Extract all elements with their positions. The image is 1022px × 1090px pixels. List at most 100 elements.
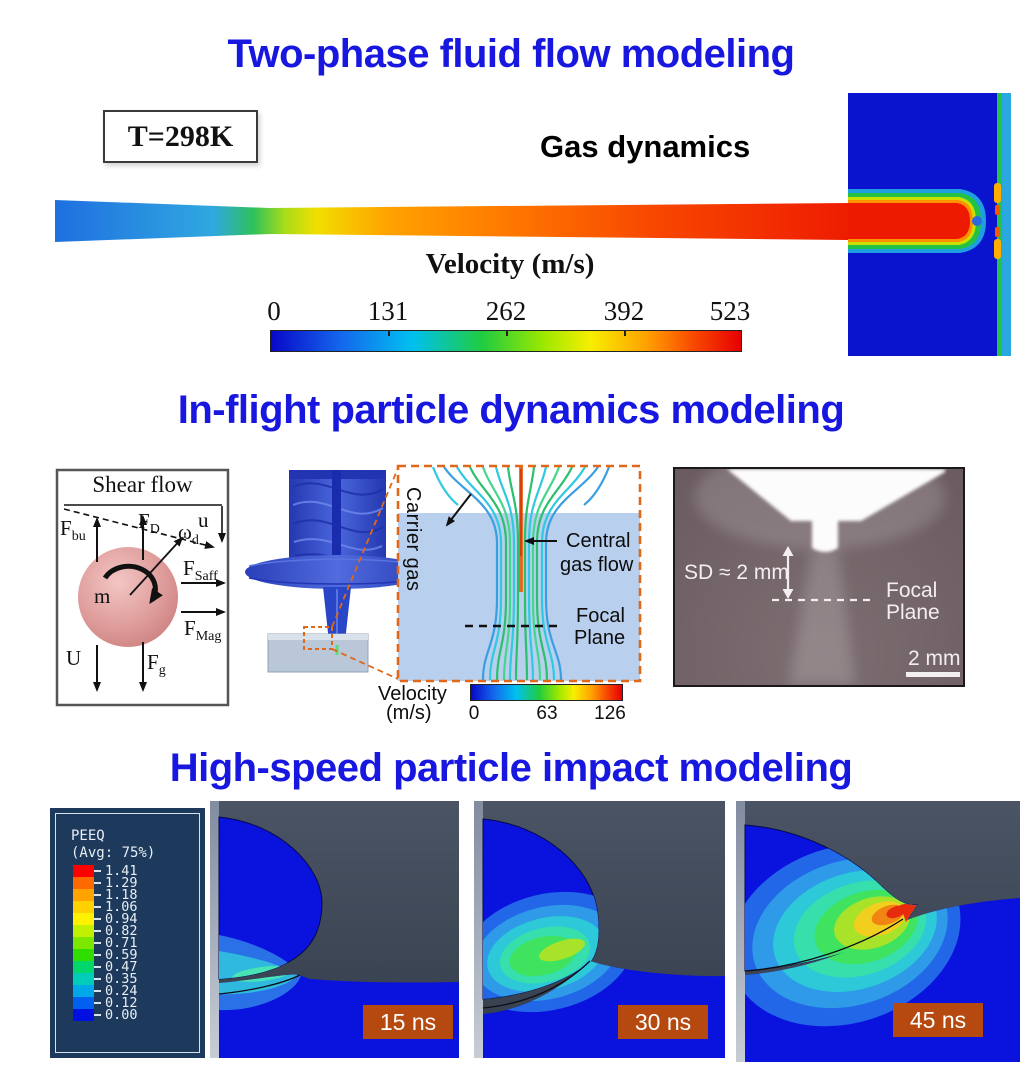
legend-tick (94, 990, 101, 992)
standoff-distance-label: SD ≈ 2 mm (684, 561, 789, 584)
legend-value: 0.35 (105, 971, 138, 987)
mass-label: m (94, 584, 111, 608)
small-colorbar-tick: 63 (536, 703, 558, 724)
section3-title: High-speed particle impact modeling (169, 746, 853, 790)
force-drag-label: FD (138, 509, 160, 538)
legend-tick (94, 1002, 101, 1004)
colorbar-tick: 131 (367, 296, 409, 326)
legend-tick (94, 906, 101, 908)
force-buoyancy-label: Fbu (60, 516, 86, 545)
legend-row: 0.24 (73, 983, 138, 999)
legend-value: 1.18 (105, 887, 138, 903)
legend-swatch (73, 865, 94, 877)
legend-row: 1.29 (73, 875, 138, 891)
legend-title: PEEQ (71, 828, 105, 844)
force-gravity-label: Fg (147, 650, 166, 679)
legend-value: 1.29 (105, 875, 138, 891)
small-colorbar-title-line2: (m/s) (386, 702, 432, 724)
legend-scale: 1.41 1.29 1.18 1.06 0.94 0.82 0.71 0.59 … (73, 864, 138, 1023)
legend-swatch (73, 1009, 94, 1021)
scale-label: 2 mm (908, 647, 961, 670)
force-saffman-label: FSaff (183, 556, 218, 585)
particle-dynamics-graphics (55, 464, 642, 710)
force-velocity-label: U (66, 646, 82, 670)
zoom-source-box (303, 626, 333, 650)
legend-row: 0.47 (73, 959, 138, 975)
legend-row: 0.35 (73, 971, 138, 987)
time-label: 15 ns (379, 1008, 437, 1035)
temperature-label: T=298K (127, 119, 234, 153)
legend-row: 0.00 (73, 1007, 138, 1023)
legend-row: 0.59 (73, 948, 138, 962)
scale-bar (906, 672, 960, 677)
legend-value: 0.71 (105, 935, 138, 951)
carrier-gas-label: Carrier gas (402, 487, 424, 592)
legend-row: 1.18 (73, 887, 138, 903)
legend-swatch (73, 973, 94, 985)
legend-tick (94, 942, 101, 944)
section1-title: Two-phase fluid flow modeling (227, 32, 795, 76)
colorbar-tick-mark (624, 330, 626, 336)
gas-dynamics-label: Gas dynamics (540, 129, 751, 164)
small-colorbar-tick: 126 (594, 703, 626, 724)
legend-value: 0.24 (105, 983, 138, 999)
legend-tick (94, 930, 101, 932)
legend-row: 1.06 (73, 899, 138, 915)
colorbar-tick: 0 (267, 296, 281, 326)
legend-swatch (73, 913, 94, 925)
legend-value: 0.82 (105, 923, 138, 939)
force-diagram-graphics (55, 468, 230, 707)
time-badge-15ns: 15 ns (363, 1005, 453, 1039)
gas-jet-contour (55, 200, 848, 242)
legend-swatch (73, 889, 94, 901)
substrate-impingement-domain (848, 93, 1011, 356)
legend-value: 0.94 (105, 911, 138, 927)
legend-value: 0.00 (105, 1007, 138, 1023)
legend-row: 0.12 (73, 996, 138, 1010)
time-label: 30 ns (634, 1008, 692, 1035)
photo-focal-plane-line2: Plane (886, 601, 940, 624)
legend-swatch (73, 949, 94, 961)
legend-swatch (73, 877, 94, 889)
legend-swatch (73, 997, 94, 1009)
impact-frame-30ns (474, 801, 725, 1058)
legend-tick (94, 870, 101, 872)
nozzle-silhouette (727, 469, 945, 552)
legend-row: 0.82 (73, 923, 138, 939)
u-velocity-label: u (198, 508, 209, 532)
focal-plane-label-line2: Plane (574, 627, 626, 649)
impact-frame-45ns (736, 801, 1020, 1062)
powder-jet-haze (789, 549, 855, 685)
small-velocity-colorbar (470, 684, 623, 701)
legend-swatch (73, 985, 94, 997)
omega-rotation-label: ωd (178, 520, 199, 549)
legend-value: 1.06 (105, 899, 138, 915)
time-badge-30ns: 30 ns (618, 1005, 708, 1039)
shadowgraph-photo: SD ≈ 2 mm Focal Plane 2 mm (673, 445, 965, 687)
colorbar-tick-mark (388, 330, 390, 336)
colorbar-tick-mark (506, 330, 508, 336)
central-gas-label-line2: gas flow (560, 554, 634, 576)
central-gas-label-line1: Central (566, 530, 631, 552)
legend-row: 0.71 (73, 935, 138, 951)
zoom-panel-graphics (396, 464, 642, 683)
legend-swatch (73, 937, 94, 949)
legend-swatch (73, 925, 94, 937)
velocity-colorbar-title: Velocity (m/s) (425, 248, 595, 280)
small-colorbar-title-line1: Velocity (378, 683, 447, 705)
legend-row: 0.94 (73, 911, 138, 927)
legend-value: 0.47 (105, 959, 138, 975)
time-badge-45ns: 45 ns (893, 1003, 983, 1037)
force-magnus-label: FMag (184, 616, 222, 645)
photo-graphics (695, 445, 945, 685)
time-label: 45 ns (909, 1006, 967, 1033)
legend-tick (94, 1014, 101, 1016)
photo-focal-plane-line1: Focal (886, 579, 938, 602)
legend-average: (Avg: 75%) (71, 845, 156, 861)
colorbar-tick: 392 (603, 296, 645, 326)
legend-tick (94, 954, 101, 956)
colorbar-tick: 262 (485, 296, 527, 326)
peeq-legend: PEEQ (Avg: 75%) 1.41 1.29 1.18 1.06 0.94… (50, 808, 205, 1058)
shear-flow-label: Shear flow (92, 472, 193, 497)
